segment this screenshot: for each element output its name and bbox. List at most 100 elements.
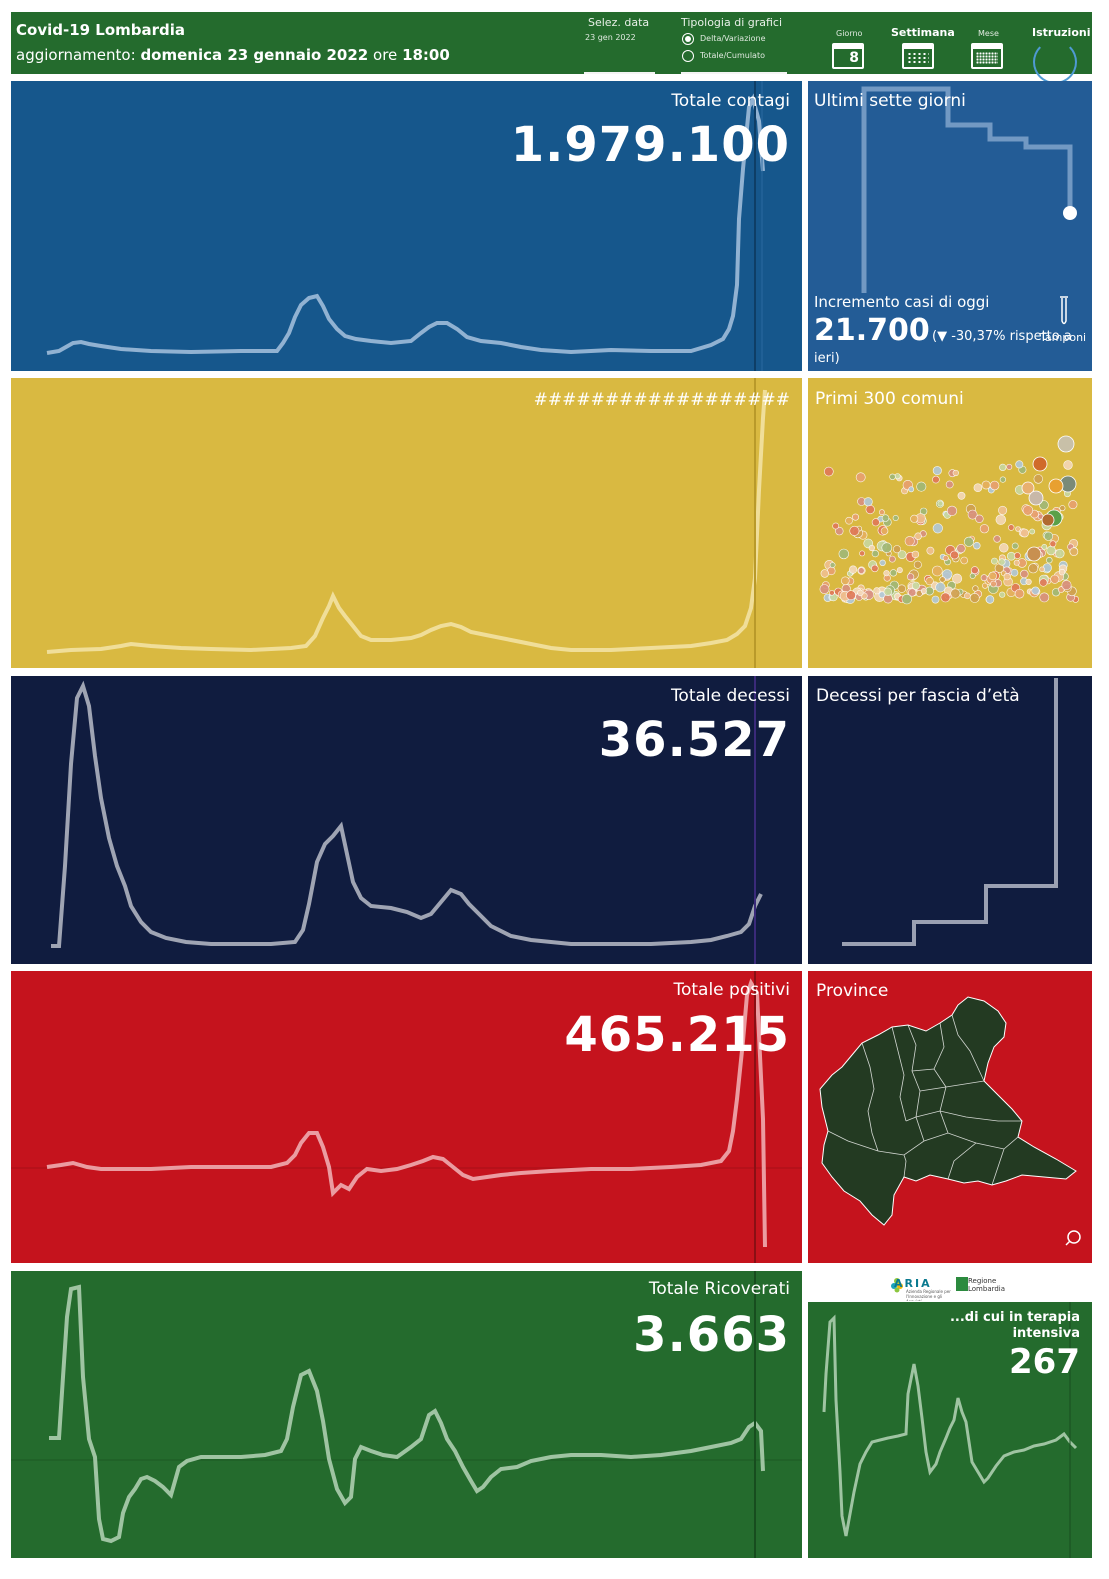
- comune-bubble[interactable]: [859, 550, 865, 557]
- test-tube-icon[interactable]: [1056, 295, 1072, 329]
- comune-bubble[interactable]: [880, 527, 889, 535]
- calendar-week-icon[interactable]: [902, 43, 934, 69]
- comune-bubble[interactable]: [995, 514, 1007, 525]
- comune-bubble[interactable]: [942, 555, 949, 562]
- comune-bubble[interactable]: [932, 475, 940, 484]
- comune-bubble[interactable]: [883, 570, 890, 577]
- comune-bubble[interactable]: [1020, 528, 1029, 538]
- comune-bubble[interactable]: [835, 526, 844, 536]
- instructions-ring-icon[interactable]: [1033, 40, 1077, 84]
- comune-bubble[interactable]: [1050, 574, 1060, 584]
- comune-bubble[interactable]: [1025, 578, 1032, 585]
- comune-bubble[interactable]: [990, 580, 997, 588]
- comune-bubble[interactable]: [999, 463, 1007, 471]
- comune-bubble[interactable]: [932, 565, 943, 577]
- comune-bubble[interactable]: [849, 525, 860, 536]
- comune-bubble[interactable]: [998, 505, 1008, 515]
- comune-bubble[interactable]: [1015, 460, 1024, 469]
- comune-bubble[interactable]: [904, 536, 915, 547]
- comune-bubble[interactable]: [970, 566, 979, 575]
- comune-bubble[interactable]: [920, 588, 927, 595]
- comune-bubble[interactable]: [1014, 588, 1025, 599]
- comune-bubble[interactable]: [914, 532, 922, 540]
- comune-bubble[interactable]: [881, 514, 890, 522]
- comune-bubble[interactable]: [952, 469, 959, 477]
- radio-totale-label[interactable]: Totale/Cumulato: [700, 51, 765, 60]
- calendar-month-icon[interactable]: [971, 43, 1003, 69]
- comune-bubble[interactable]: [820, 569, 829, 578]
- comune-bubble[interactable]: [1039, 566, 1045, 573]
- comune-bubble[interactable]: [1039, 578, 1048, 587]
- comune-bubble[interactable]: [855, 472, 866, 483]
- comune-bubble[interactable]: [1046, 545, 1056, 556]
- comune-bubble[interactable]: [975, 514, 984, 524]
- comune-bubble[interactable]: [897, 550, 907, 559]
- comune-bubble[interactable]: [993, 535, 1001, 543]
- comune-bubble[interactable]: [952, 573, 963, 584]
- comune-bubble[interactable]: [1039, 592, 1050, 603]
- comune-bubble[interactable]: [942, 569, 953, 580]
- comune-bubble[interactable]: [1043, 531, 1054, 541]
- comune-bubble[interactable]: [1006, 463, 1013, 470]
- comune-bubble[interactable]: [998, 558, 1006, 566]
- comune-bubble[interactable]: [991, 557, 998, 565]
- comune-bubble[interactable]: [988, 571, 997, 581]
- comune-bubble[interactable]: [972, 585, 979, 592]
- comune-bubble[interactable]: [911, 581, 920, 590]
- comune-bubble[interactable]: [1022, 505, 1034, 516]
- comune-bubble[interactable]: [926, 546, 935, 555]
- comune-bubble[interactable]: [896, 567, 903, 574]
- comune-bubble[interactable]: [829, 590, 835, 596]
- comune-bubble[interactable]: [932, 466, 942, 476]
- comune-bubble[interactable]: [871, 550, 879, 558]
- comune-bubble[interactable]: [950, 588, 961, 599]
- comune-bubble[interactable]: [1013, 552, 1021, 559]
- comune-bubble[interactable]: [832, 522, 840, 530]
- comune-bubble[interactable]: [840, 576, 850, 586]
- comune-bubble[interactable]: [945, 480, 954, 489]
- comune-bubble[interactable]: [845, 516, 853, 525]
- comune-bubble[interactable]: [863, 497, 873, 507]
- comune-bubble[interactable]: [1049, 540, 1057, 548]
- comune-bubble[interactable]: [829, 562, 836, 568]
- comune-bubble[interactable]: [857, 589, 864, 597]
- comune-bubble[interactable]: [1068, 500, 1078, 510]
- comune-bubble[interactable]: [906, 573, 915, 581]
- comune-bubble-large[interactable]: [1057, 435, 1075, 453]
- comune-bubble[interactable]: [999, 591, 1006, 598]
- date-select-underline[interactable]: [584, 72, 655, 74]
- fascia-eta-panel[interactable]: Decessi per fascia d’età: [808, 676, 1092, 964]
- comune-bubble[interactable]: [892, 515, 899, 522]
- comune-bubble[interactable]: [1059, 505, 1066, 512]
- comune-bubble[interactable]: [967, 509, 978, 520]
- comune-bubble[interactable]: [985, 595, 995, 604]
- comune-bubble-large[interactable]: [1032, 456, 1048, 472]
- comune-bubble[interactable]: [1033, 474, 1044, 484]
- comune-bubble[interactable]: [1008, 524, 1015, 531]
- comune-bubble[interactable]: [925, 577, 934, 586]
- comune-bubble[interactable]: [848, 565, 858, 574]
- comune-bubble[interactable]: [1046, 557, 1053, 564]
- comune-bubble[interactable]: [935, 582, 946, 593]
- comune-bubble[interactable]: [999, 476, 1006, 483]
- comune-bubble[interactable]: [838, 548, 849, 560]
- comune-bubble[interactable]: [950, 550, 959, 560]
- comune-bubble[interactable]: [1010, 568, 1019, 577]
- comune-bubble[interactable]: [901, 593, 913, 605]
- comune-bubble[interactable]: [1058, 568, 1066, 576]
- comune-bubble-large[interactable]: [1026, 546, 1042, 562]
- comune-bubble[interactable]: [1069, 547, 1079, 556]
- comune-bubble-large[interactable]: [1041, 513, 1055, 527]
- comune-bubble[interactable]: [894, 473, 901, 480]
- date-select-value[interactable]: 23 gen 2022: [585, 33, 636, 42]
- comune-bubble[interactable]: [1015, 526, 1021, 532]
- comune-bubble[interactable]: [1055, 548, 1065, 559]
- comune-bubble[interactable]: [857, 567, 865, 574]
- comune-bubble[interactable]: [881, 542, 893, 553]
- comune-bubble[interactable]: [1029, 528, 1036, 535]
- comune-bubble[interactable]: [1061, 580, 1072, 591]
- comune-bubble[interactable]: [871, 518, 880, 527]
- instructions-label[interactable]: Istruzioni: [1032, 26, 1091, 39]
- comune-bubble[interactable]: [946, 505, 958, 516]
- radio-delta-label[interactable]: Delta/Variazione: [700, 34, 766, 43]
